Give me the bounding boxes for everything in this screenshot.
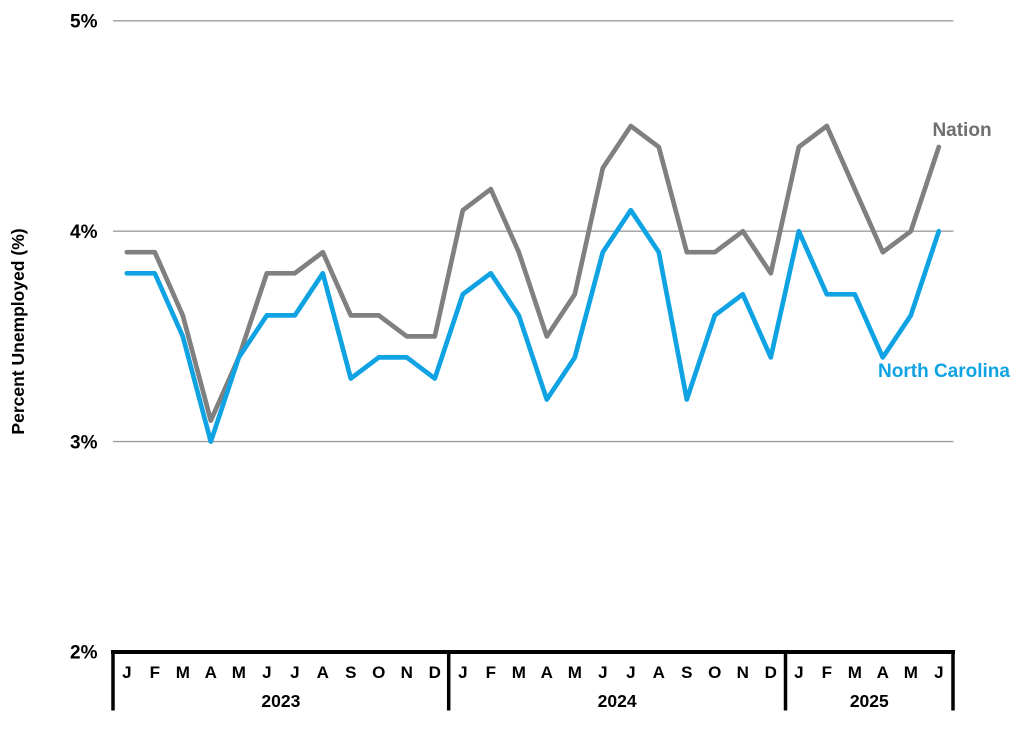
svg-text:2023: 2023 [261, 691, 300, 711]
svg-text:J: J [262, 663, 271, 682]
svg-text:Nation: Nation [932, 120, 991, 141]
svg-text:N: N [401, 663, 413, 682]
svg-text:J: J [598, 663, 607, 682]
svg-text:F: F [486, 663, 496, 682]
svg-text:F: F [150, 663, 160, 682]
svg-text:J: J [794, 663, 803, 682]
svg-text:M: M [904, 663, 918, 682]
svg-text:M: M [848, 663, 862, 682]
svg-text:M: M [512, 663, 526, 682]
svg-text:2%: 2% [70, 643, 98, 664]
svg-text:D: D [765, 663, 777, 682]
svg-text:M: M [176, 663, 190, 682]
svg-text:S: S [681, 663, 692, 682]
svg-text:A: A [205, 663, 217, 682]
svg-text:A: A [877, 663, 889, 682]
svg-text:S: S [345, 663, 356, 682]
svg-text:F: F [822, 663, 832, 682]
svg-text:O: O [372, 663, 385, 682]
svg-text:A: A [541, 663, 553, 682]
svg-text:A: A [653, 663, 665, 682]
svg-text:2025: 2025 [850, 691, 889, 711]
svg-text:J: J [934, 663, 943, 682]
svg-text:J: J [290, 663, 299, 682]
svg-text:4%: 4% [70, 222, 98, 243]
svg-text:2024: 2024 [598, 691, 637, 711]
svg-text:M: M [232, 663, 246, 682]
svg-text:N: N [737, 663, 749, 682]
svg-text:D: D [429, 663, 441, 682]
svg-text:J: J [458, 663, 467, 682]
svg-text:A: A [317, 663, 329, 682]
svg-text:J: J [122, 663, 131, 682]
svg-text:North Carolina: North Carolina [878, 361, 1010, 382]
svg-text:O: O [708, 663, 721, 682]
svg-text:M: M [568, 663, 582, 682]
svg-text:Percent Unemployed (%): Percent Unemployed (%) [8, 228, 28, 434]
svg-text:J: J [626, 663, 635, 682]
svg-text:5%: 5% [70, 12, 98, 33]
svg-text:3%: 3% [70, 432, 98, 453]
